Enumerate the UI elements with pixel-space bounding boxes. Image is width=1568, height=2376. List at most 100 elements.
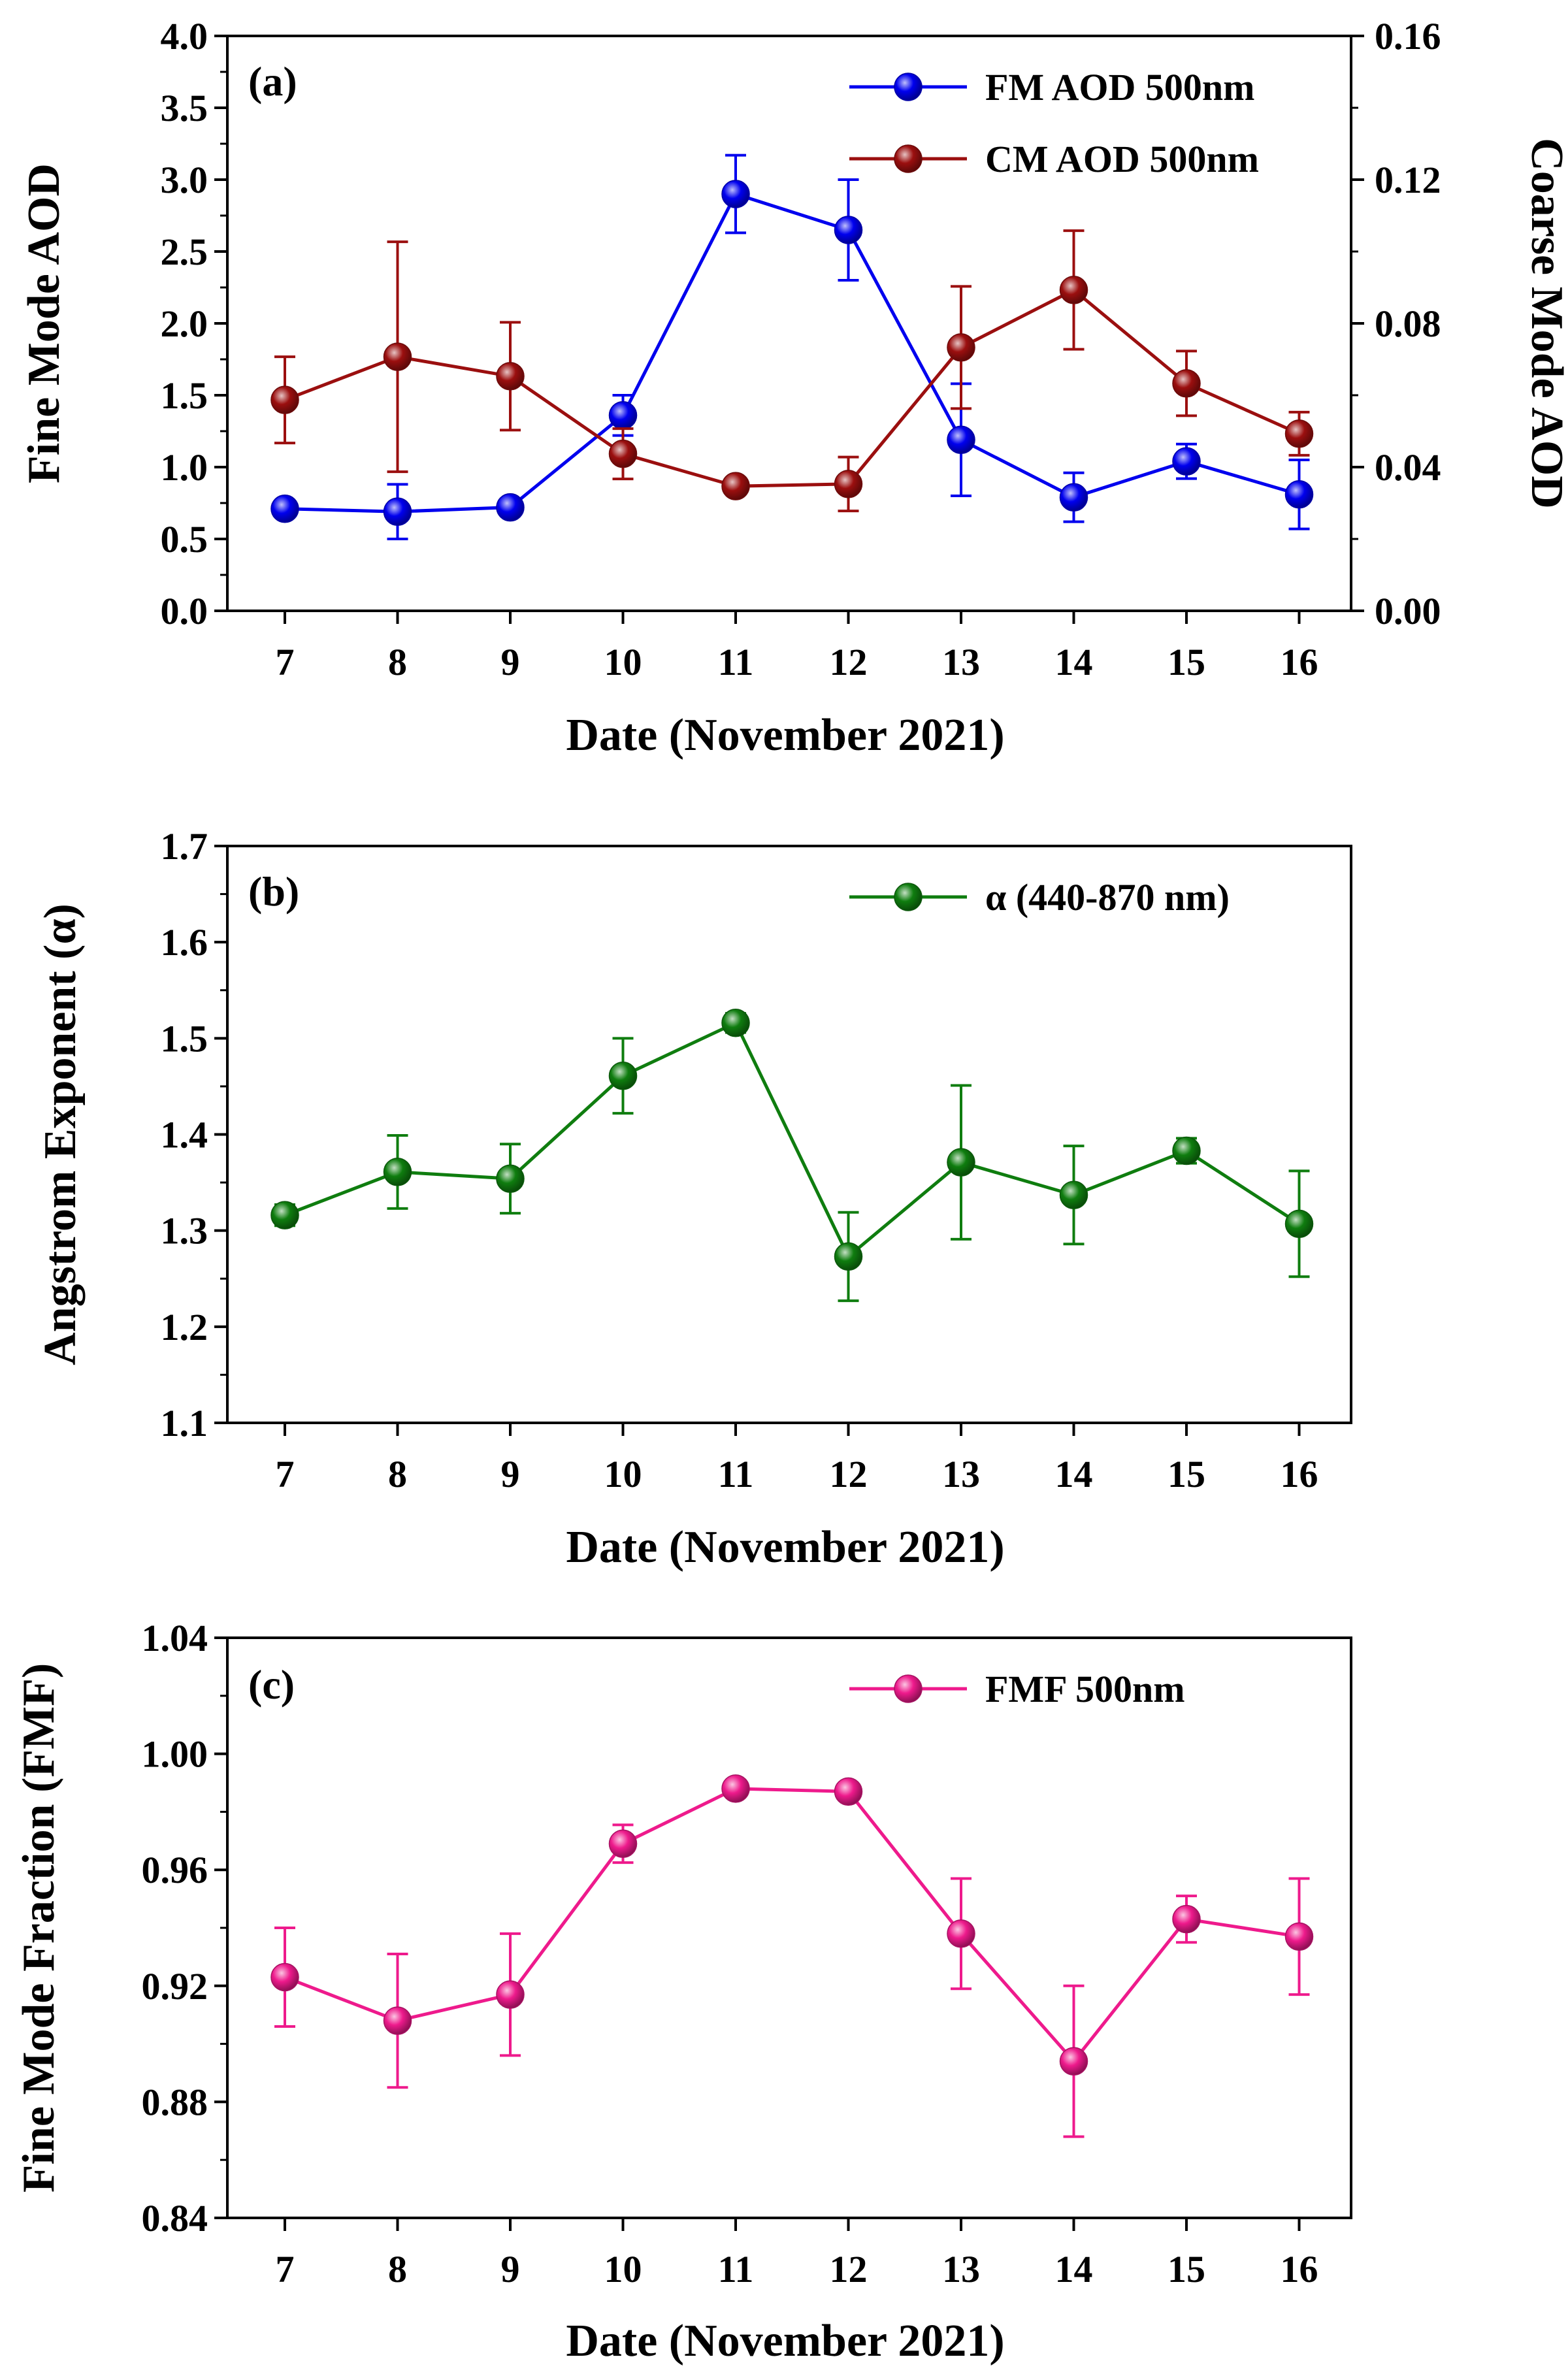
series-line	[284, 192, 1300, 513]
x-tick-label: 13	[942, 2248, 980, 2290]
y-tick-label: 4.0	[161, 15, 208, 57]
y2-tick-label: 0.04	[1375, 446, 1441, 489]
data-point	[1172, 369, 1201, 398]
data-point	[721, 1774, 750, 1803]
data-point	[608, 1061, 638, 1090]
y-tick-label: 2.0	[161, 302, 208, 345]
x-tick-label: 14	[1055, 2248, 1093, 2290]
series-fm-aod-500nm	[270, 154, 1314, 540]
x-tick-label: 15	[1168, 641, 1205, 683]
y-tick-label: 0.5	[161, 518, 208, 561]
y-tick-label: 1.3	[161, 1210, 208, 1252]
panel-label: (c)	[248, 1661, 295, 1708]
y-tick-label: 0.0	[161, 590, 208, 632]
y-tick-label: 1.04	[142, 1617, 208, 1659]
data-point	[1059, 2047, 1088, 2075]
y-tick-label: 1.00	[142, 1733, 208, 1776]
y-axis-title: Fine Mode AOD	[19, 163, 69, 483]
data-point	[1059, 483, 1088, 512]
panel-b: 7 8 9 10 11 12 13 14 15 16 1.1 1.2 1.3 1.4 1.5 1.6 1.7 An…	[35, 825, 1352, 1572]
panel-a: 7 8 9 10 11 12 13 14 15 16 0.0 0.5 1.0 1.5 2.0 2.5 3.0 3.…	[19, 15, 1568, 760]
data-point	[947, 1148, 975, 1177]
data-point	[383, 1158, 412, 1186]
y-tick-label: 0.92	[142, 1965, 208, 2008]
data-point	[383, 2006, 412, 2035]
x-tick-label: 11	[718, 1453, 754, 1495]
data-point	[1284, 419, 1314, 448]
x-tick-label: 10	[604, 1453, 642, 1495]
x-tick-label: 9	[501, 1453, 520, 1495]
x-tick-label: 9	[501, 2248, 520, 2290]
legend-label: CM AOD 500nm	[985, 138, 1259, 180]
y-tick-label: 3.5	[161, 87, 208, 129]
x-tick-label: 7	[276, 641, 295, 683]
x-tick-label: 13	[942, 1453, 980, 1495]
x-axis-title: Date (November 2021)	[566, 1522, 1004, 1572]
data-point	[947, 333, 975, 362]
data-point	[721, 180, 750, 208]
y-tick-label: 1.1	[161, 1402, 208, 1444]
y-tick-label: 1.0	[161, 446, 208, 489]
x-tick-label: 12	[830, 1453, 868, 1495]
legend-entry: α (440-870 nm)	[849, 876, 1230, 919]
data-point	[834, 1242, 863, 1271]
series-440-870-nm	[270, 1009, 1314, 1303]
series-fmf-500nm	[270, 1774, 1314, 2138]
data-point	[834, 216, 863, 244]
x-axis-title: Date (November 2021)	[566, 2316, 1004, 2366]
data-point	[1059, 276, 1088, 304]
x-tick-label: 10	[604, 641, 642, 683]
legend-label: FM AOD 500nm	[985, 66, 1254, 108]
x-tick-label: 9	[501, 641, 520, 683]
data-point	[1284, 1209, 1314, 1239]
data-point	[496, 1980, 525, 2009]
data-point	[947, 425, 975, 454]
data-point	[721, 1009, 750, 1037]
data-point	[270, 1201, 299, 1229]
y-tick-label: 0.84	[142, 2197, 208, 2239]
data-point	[1172, 447, 1201, 476]
y-tick-label: 1.5	[161, 1017, 208, 1060]
panel-c: 7 8 9 10 11 12 13 14 15 16 0.84 0.88 0.92 0.96 1.00 1.0…	[14, 1617, 1352, 2366]
data-point	[608, 401, 638, 430]
x-tick-label: 16	[1281, 641, 1318, 683]
legend-entry: FM AOD 500nm	[849, 66, 1254, 108]
x-tick-label: 11	[718, 2248, 754, 2290]
x-tick-label: 10	[604, 2248, 642, 2290]
y2-tick-label: 0.12	[1375, 159, 1441, 201]
y-axis-title: Fine Mode Fraction (FMF)	[14, 1663, 64, 2193]
x-tick-label: 8	[388, 2248, 407, 2290]
y-tick-label: 2.5	[161, 231, 208, 273]
data-point	[383, 342, 412, 371]
series-line	[284, 1021, 1300, 1258]
data-point	[1059, 1180, 1088, 1209]
legend-label: α (440-870 nm)	[985, 876, 1230, 919]
x-tick-label: 14	[1055, 1453, 1093, 1495]
panel-label: (a)	[248, 58, 297, 105]
y-tick-label: 1.4	[161, 1114, 208, 1156]
data-point	[834, 470, 863, 498]
x-tick-label: 15	[1168, 1453, 1205, 1495]
legend-marker	[894, 883, 923, 911]
y-tick-label: 1.2	[161, 1306, 208, 1348]
legend-entry: FMF 500nm	[849, 1668, 1185, 1710]
x-tick-label: 15	[1168, 2248, 1205, 2290]
data-point	[608, 1829, 638, 1858]
series-line	[284, 288, 1300, 488]
y-tick-label: 0.96	[142, 1849, 208, 1891]
x-tick-label: 7	[276, 2248, 295, 2290]
data-point	[1284, 480, 1314, 509]
data-point	[383, 497, 412, 526]
x-tick-label: 16	[1281, 2248, 1318, 2290]
legend-label: FMF 500nm	[985, 1668, 1185, 1710]
data-point	[270, 1962, 299, 1992]
x-tick-label: 14	[1055, 641, 1093, 683]
data-point	[1172, 1136, 1201, 1165]
x-tick-label: 12	[830, 2248, 868, 2290]
y-tick-label: 0.88	[142, 2081, 208, 2123]
x-tick-label: 12	[830, 641, 868, 683]
x-tick-label: 8	[388, 1453, 407, 1495]
data-point	[947, 1919, 975, 1948]
x-tick-label: 11	[718, 641, 754, 683]
